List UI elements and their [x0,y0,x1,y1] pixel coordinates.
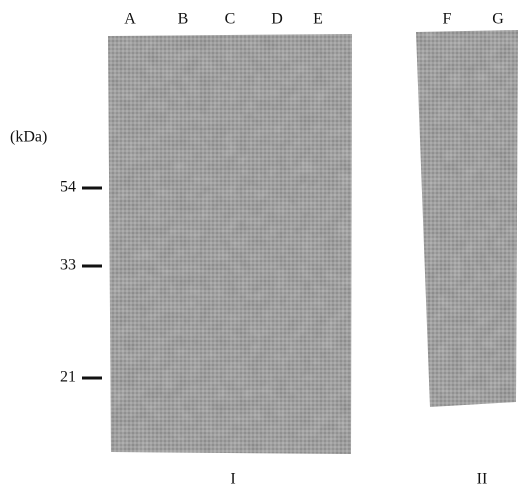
gel-panel-1 [108,34,352,454]
gel-panel-2 [416,30,518,407]
panel-label: II [477,471,488,488]
unit-label: (kDa) [10,129,47,146]
lane-label: C [225,11,236,28]
marker-label: 54 [60,179,76,196]
panel-label: I [230,471,235,488]
lane-label: F [443,11,452,28]
lane-label: E [313,11,323,28]
marker-label: 33 [60,257,76,274]
lane-label: G [492,11,504,28]
marker-label: 21 [60,369,76,386]
lane-label: D [271,11,283,28]
lane-label: B [178,11,189,28]
lane-label: A [124,11,136,28]
gel-figure: (kDa) A B C D E I F G II 54 33 21 [0,0,527,491]
